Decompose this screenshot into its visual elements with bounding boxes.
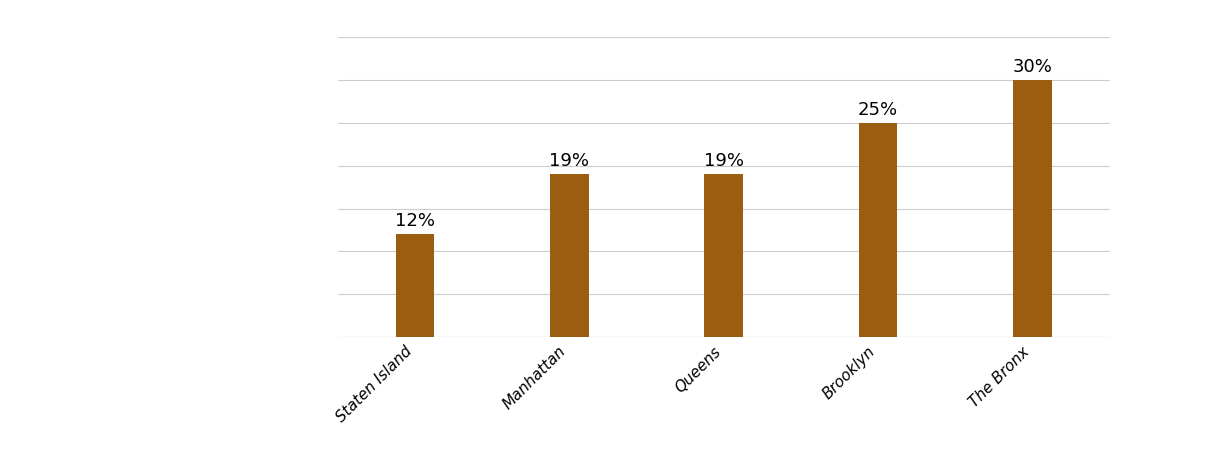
Bar (396, 234, 434, 337)
Text: 25%: 25% (857, 101, 898, 119)
Text: 19%: 19% (703, 152, 744, 170)
Text: 12%: 12% (394, 212, 435, 230)
Bar (550, 175, 589, 337)
Text: 30%: 30% (1012, 58, 1053, 76)
Bar (1013, 80, 1052, 337)
Bar (704, 175, 743, 337)
Text: 19%: 19% (549, 152, 590, 170)
Bar (859, 123, 897, 337)
